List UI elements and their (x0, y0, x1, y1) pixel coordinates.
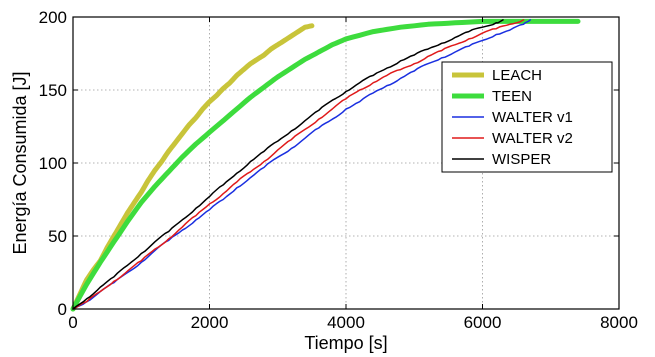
y-tick-label: 50 (48, 227, 67, 246)
x-tick-label: 0 (68, 313, 77, 332)
series-lines (70, 18, 581, 312)
legend-label-leach: LEACH (492, 67, 542, 84)
legend: LEACH TEEN WALTER v1 WALTER v2 WISPER (441, 61, 613, 173)
legend-label-walter-v2: WALTER v2 (492, 130, 573, 147)
x-tick-label: 8000 (600, 313, 638, 332)
legend-label-wisper: WISPER (492, 151, 551, 168)
series-line-walter-v1 (72, 19, 532, 310)
x-tick-label: 4000 (327, 313, 365, 332)
x-axis-title: Tiempo [s] (304, 333, 387, 353)
y-tick-label: 150 (39, 81, 67, 100)
y-tick-label: 0 (58, 300, 67, 319)
series-line-wisper (72, 19, 504, 310)
axis-ticks: 0 2000 4000 6000 8000 0 50 100 150 200 (39, 8, 638, 332)
x-tick-label: 6000 (464, 313, 502, 332)
series-line-leach (70, 23, 315, 312)
legend-label-teen: TEEN (492, 88, 532, 105)
y-axis-title: Energía Consumida [J] (10, 71, 30, 254)
series-line-teen (70, 18, 581, 312)
x-tick-label: 2000 (191, 313, 229, 332)
y-tick-label: 200 (39, 8, 67, 27)
legend-label-walter-v1: WALTER v1 (492, 109, 573, 126)
series-line-walter-v2 (72, 19, 525, 310)
y-tick-label: 100 (39, 154, 67, 173)
